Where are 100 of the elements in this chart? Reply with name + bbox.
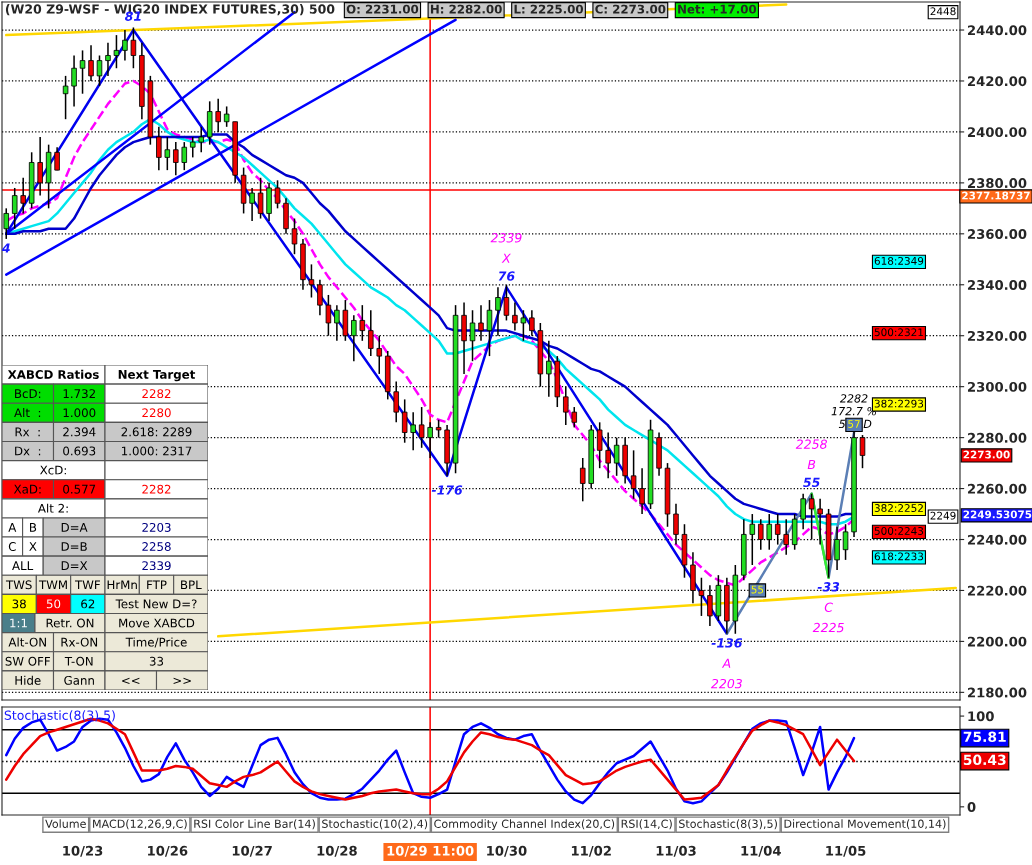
annotation: 618:2349: [874, 256, 924, 265]
annotation: FTP: [147, 580, 167, 590]
annotation: -136: [711, 638, 743, 648]
annotation: 2.618: 2289: [121, 427, 192, 437]
annotation: TWF: [74, 580, 100, 590]
text: Stochastic(10(2),4): [322, 819, 428, 830]
y-tick-label: 2400.00: [967, 127, 1027, 138]
y-tick-label: 2320.00: [967, 330, 1027, 341]
x-tick-label: 11/04: [741, 845, 781, 857]
annotation: C: [824, 602, 833, 612]
annotation: 382:2252: [874, 504, 923, 512]
annotation: D=X: [61, 561, 88, 570]
text: RSI Color Line Bar(14): [194, 819, 315, 830]
y-tick-label: 2440.00: [967, 25, 1027, 36]
annotation: Next Target: [118, 370, 196, 382]
y-tick-label: 2240.00: [967, 534, 1027, 545]
x-tick-label: 11/02: [571, 845, 611, 857]
annotation: 2339: [142, 561, 171, 571]
annotation: B: [807, 459, 816, 470]
annotation: 38: [12, 599, 26, 609]
annotation: 57: [848, 420, 860, 428]
text: 75.81: [963, 731, 1006, 743]
annotation: 382:2293: [874, 399, 924, 408]
annotation: 4: [1, 243, 10, 253]
annotation: Alt 2:: [37, 503, 68, 513]
annotation: Rx :: [15, 427, 40, 437]
annotation: 2249: [930, 511, 956, 520]
annotation: BPL: [181, 580, 202, 590]
annotation: T-ON: [64, 656, 93, 666]
y-tick-label: 100: [968, 711, 994, 722]
annotation: HrMn: [107, 580, 137, 590]
annotation: XcD:: [40, 465, 66, 475]
annotation: -33: [817, 582, 840, 592]
annotation: 33: [149, 656, 164, 666]
annotation: A: [8, 523, 17, 532]
text: Volume: [45, 819, 86, 828]
annotation: 62: [81, 599, 95, 609]
annotation: 50: [46, 599, 61, 609]
text: Commodity Channel Index(20,C): [434, 819, 615, 831]
annotation: 5: [838, 419, 846, 429]
text: 2273.00: [963, 450, 1010, 459]
annotation: 2203: [142, 522, 171, 532]
y-tick-label: 0: [967, 802, 976, 813]
annotation: Dx :: [15, 446, 41, 456]
text: 50.43: [963, 754, 1006, 766]
y-tick-label: 2360.00: [967, 229, 1027, 240]
annotation: D=A: [61, 523, 88, 532]
annotation: 2258: [795, 439, 827, 449]
annotation: 2282: [142, 389, 171, 399]
text: Directional Movement(10,14): [784, 819, 946, 830]
annotation: ALL: [12, 561, 34, 570]
annotation: 76: [498, 271, 515, 281]
y-tick-label: 2180.00: [967, 687, 1027, 698]
annotation: 2282: [839, 394, 868, 403]
annotation: 55: [803, 477, 820, 488]
annotation: 1:1: [10, 618, 27, 628]
annotation: >>: [173, 677, 191, 685]
annotation: 2225: [812, 622, 844, 633]
x-tick-label: 11/03: [656, 845, 696, 857]
annotation: 1.732: [63, 389, 95, 399]
x-tick-label: 10/26: [148, 845, 188, 857]
ref-line-label: 2377.18737: [962, 191, 1030, 200]
annotation: A: [721, 658, 731, 668]
y-tick-label: 2200.00: [967, 636, 1027, 647]
annotation: TWM: [38, 580, 67, 590]
annotation: X: [501, 253, 511, 263]
annotation: <<: [122, 677, 140, 685]
annotation: 0.577: [63, 484, 96, 494]
annotation: Retr. ON: [46, 618, 94, 628]
annotation: X: [29, 542, 37, 551]
annotation: 2258: [142, 542, 171, 551]
annotation: 2203: [711, 678, 742, 689]
annotation: 2280: [142, 408, 171, 418]
annotation: Alt-ON: [8, 637, 46, 647]
x-tick-label: 11/05: [826, 845, 866, 857]
annotation: 2339: [490, 233, 522, 243]
annotation: Rx-ON: [61, 637, 98, 647]
x-tick-label: 10/23: [63, 845, 103, 857]
annotation: -176: [431, 485, 463, 495]
annotation: 1.000: [63, 408, 96, 418]
annotation: C: [8, 542, 16, 551]
annotation: Gann: [64, 675, 94, 685]
annotation: C: 2273.00: [595, 4, 666, 14]
annotation: 500:2243: [874, 527, 924, 535]
annotation: 2448: [930, 7, 956, 16]
annotation: Hide: [15, 675, 41, 685]
annotation: SW OFF: [5, 656, 50, 666]
text: RSI(14,C): [621, 819, 672, 830]
annotation: BcD:: [15, 389, 41, 399]
chart-title: Stochastic(8(3),5): [4, 710, 115, 722]
annotation: 1.000: 2317: [122, 446, 192, 456]
y-tick-label: 2260.00: [967, 483, 1027, 494]
text: 2249.53075: [963, 510, 1032, 519]
text: Stochastic(8(3),5): [679, 819, 777, 830]
annotation: 0.693: [63, 446, 96, 456]
annotation: 55: [751, 585, 764, 594]
annotation: B: [30, 523, 37, 532]
annotation: 2282: [142, 484, 171, 494]
y-tick-label: 2380.00: [967, 178, 1027, 189]
annotation: 618:2233: [874, 552, 924, 561]
